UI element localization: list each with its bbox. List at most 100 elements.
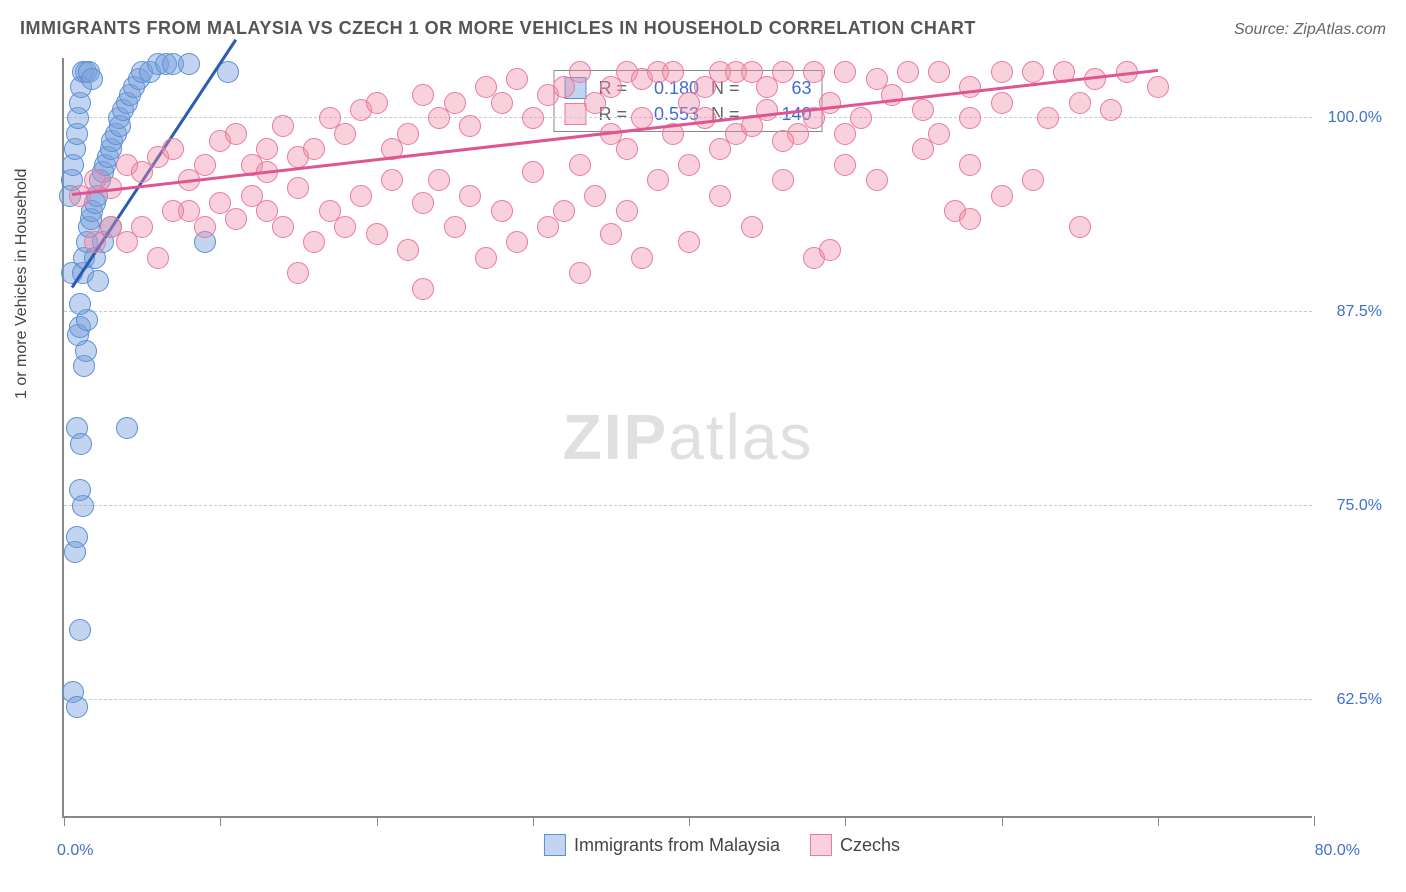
point-czech xyxy=(678,231,700,253)
x-tick xyxy=(64,816,65,826)
point-czech xyxy=(194,216,216,238)
point-czech xyxy=(162,200,184,222)
point-czech xyxy=(1147,76,1169,98)
point-czech xyxy=(84,231,106,253)
legend-entry-b: Czechs xyxy=(810,834,900,856)
point-czech xyxy=(225,123,247,145)
point-czech xyxy=(225,208,247,230)
point-czech xyxy=(647,169,669,191)
header: IMMIGRANTS FROM MALAYSIA VS CZECH 1 OR M… xyxy=(20,18,1386,39)
point-czech xyxy=(631,107,653,129)
point-czech xyxy=(553,200,575,222)
point-czech xyxy=(912,99,934,121)
point-czech xyxy=(350,185,372,207)
point-czech xyxy=(522,107,544,129)
point-czech xyxy=(444,92,466,114)
point-czech xyxy=(834,123,856,145)
x-tick xyxy=(1314,816,1315,826)
point-czech xyxy=(366,92,388,114)
point-czech xyxy=(475,247,497,269)
legend-label-a: Immigrants from Malaysia xyxy=(574,835,780,856)
point-czech xyxy=(366,223,388,245)
x-tick xyxy=(689,816,690,826)
legend-entry-a: Immigrants from Malaysia xyxy=(544,834,780,856)
point-czech xyxy=(412,278,434,300)
point-czech xyxy=(334,216,356,238)
point-czech xyxy=(866,169,888,191)
point-czech xyxy=(256,138,278,160)
point-czech xyxy=(959,107,981,129)
x-tick xyxy=(1158,816,1159,826)
source-label: Source: ZipAtlas.com xyxy=(1234,21,1386,39)
point-czech xyxy=(662,61,684,83)
point-czech xyxy=(678,154,700,176)
point-czech xyxy=(584,185,606,207)
point-czech xyxy=(412,84,434,106)
point-czech xyxy=(506,68,528,90)
x-tick xyxy=(845,816,846,826)
watermark: ZIPatlas xyxy=(563,400,814,474)
point-czech xyxy=(287,262,309,284)
point-czech xyxy=(709,185,731,207)
point-malaysia xyxy=(69,479,91,501)
point-czech xyxy=(772,169,794,191)
point-czech xyxy=(959,208,981,230)
point-czech xyxy=(491,92,513,114)
point-czech xyxy=(1069,92,1091,114)
point-czech xyxy=(834,61,856,83)
point-czech xyxy=(272,216,294,238)
point-czech xyxy=(991,61,1013,83)
point-czech xyxy=(959,76,981,98)
y-tick-label: 62.5% xyxy=(1337,691,1382,709)
point-malaysia xyxy=(70,433,92,455)
point-czech xyxy=(819,239,841,261)
point-czech xyxy=(616,138,638,160)
point-czech xyxy=(928,61,950,83)
legend-swatch-b-icon xyxy=(810,834,832,856)
x-tick xyxy=(377,816,378,826)
point-malaysia xyxy=(178,53,200,75)
point-malaysia xyxy=(116,417,138,439)
plot-area: ZIPatlas R = 0.180 N = 63 R = 0.553 N = … xyxy=(62,58,1312,818)
point-czech xyxy=(162,138,184,160)
point-czech xyxy=(959,154,981,176)
legend-swatch-b xyxy=(564,103,586,125)
point-czech xyxy=(631,247,653,269)
gridline xyxy=(64,699,1312,700)
point-czech xyxy=(569,154,591,176)
point-malaysia xyxy=(66,526,88,548)
point-czech xyxy=(991,185,1013,207)
chart-container: 1 or more Vehicles in Household ZIPatlas… xyxy=(62,50,1382,850)
point-czech xyxy=(131,216,153,238)
x-tick xyxy=(1002,816,1003,826)
point-czech xyxy=(803,61,825,83)
x-tick xyxy=(220,816,221,826)
point-czech xyxy=(897,61,919,83)
point-czech xyxy=(694,107,716,129)
point-czech xyxy=(428,169,450,191)
point-czech xyxy=(569,61,591,83)
point-czech xyxy=(287,177,309,199)
point-czech xyxy=(1022,61,1044,83)
point-czech xyxy=(459,185,481,207)
point-czech xyxy=(194,154,216,176)
point-czech xyxy=(569,262,591,284)
point-czech xyxy=(741,216,763,238)
x-axis-min-label: 0.0% xyxy=(57,842,93,860)
point-czech xyxy=(397,123,419,145)
y-axis-title: 1 or more Vehicles in Household xyxy=(13,169,31,399)
y-tick-label: 87.5% xyxy=(1337,303,1382,321)
point-czech xyxy=(928,123,950,145)
y-tick-label: 100.0% xyxy=(1328,109,1382,127)
point-czech xyxy=(834,154,856,176)
point-malaysia xyxy=(69,619,91,641)
point-czech xyxy=(303,231,325,253)
point-czech xyxy=(600,223,622,245)
point-czech xyxy=(991,92,1013,114)
point-czech xyxy=(147,247,169,269)
point-czech xyxy=(709,138,731,160)
point-czech xyxy=(381,169,403,191)
point-czech xyxy=(459,115,481,137)
gridline xyxy=(64,117,1312,118)
point-czech xyxy=(412,192,434,214)
